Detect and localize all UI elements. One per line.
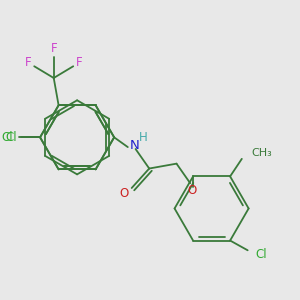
- Text: Cl: Cl: [1, 131, 13, 144]
- Text: Cl: Cl: [5, 131, 17, 144]
- Text: F: F: [76, 56, 83, 69]
- Text: N: N: [130, 139, 140, 152]
- Text: Cl: Cl: [256, 248, 267, 261]
- Text: F: F: [50, 42, 57, 55]
- Text: O: O: [119, 188, 128, 200]
- Text: F: F: [25, 56, 32, 69]
- Text: CH₃: CH₃: [252, 148, 272, 158]
- Text: H: H: [139, 131, 148, 144]
- Text: O: O: [188, 184, 197, 197]
